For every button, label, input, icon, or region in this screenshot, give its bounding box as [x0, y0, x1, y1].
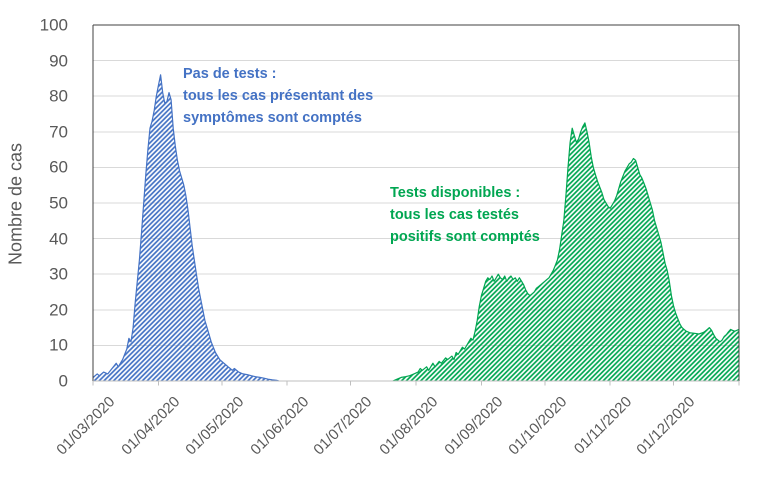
annotation-line: tous les cas présentant des — [183, 88, 374, 104]
line-pas-de-tests — [92, 74, 279, 382]
y-axis-tick-label: 100 — [39, 15, 68, 35]
y-axis-tick-label: 70 — [49, 122, 68, 142]
annotation-line: Pas de tests : — [183, 66, 277, 82]
annotation-line: positifs sont comptés — [390, 229, 540, 245]
y-axis-tick-label: 90 — [49, 51, 68, 71]
y-axis-tick-label: 60 — [49, 157, 68, 177]
area-tests-disponibles — [392, 122, 739, 382]
annotation-line: tous les cas testés — [390, 207, 519, 223]
y-axis-tick-label: 0 — [58, 371, 68, 391]
annotation-tests-disponibles: Tests disponibles : tous les cas testés … — [390, 182, 540, 248]
y-axis-tick-label: 10 — [49, 335, 68, 355]
annotation-line: symptômes sont comptés — [183, 110, 362, 126]
y-axis-tick-label: 80 — [49, 86, 68, 106]
y-axis-tick-label: 40 — [49, 229, 68, 249]
annotation-line: Tests disponibles : — [390, 185, 521, 201]
y-axis-tick-label: 30 — [49, 264, 68, 284]
area-pas-de-tests — [93, 74, 279, 382]
line-tests-disponibles — [392, 122, 740, 382]
annotation-pas-de-tests: Pas de tests : tous les cas présentant d… — [183, 63, 373, 129]
y-axis-tick-label: 50 — [49, 193, 68, 213]
y-axis-tick-label: 20 — [49, 300, 68, 320]
